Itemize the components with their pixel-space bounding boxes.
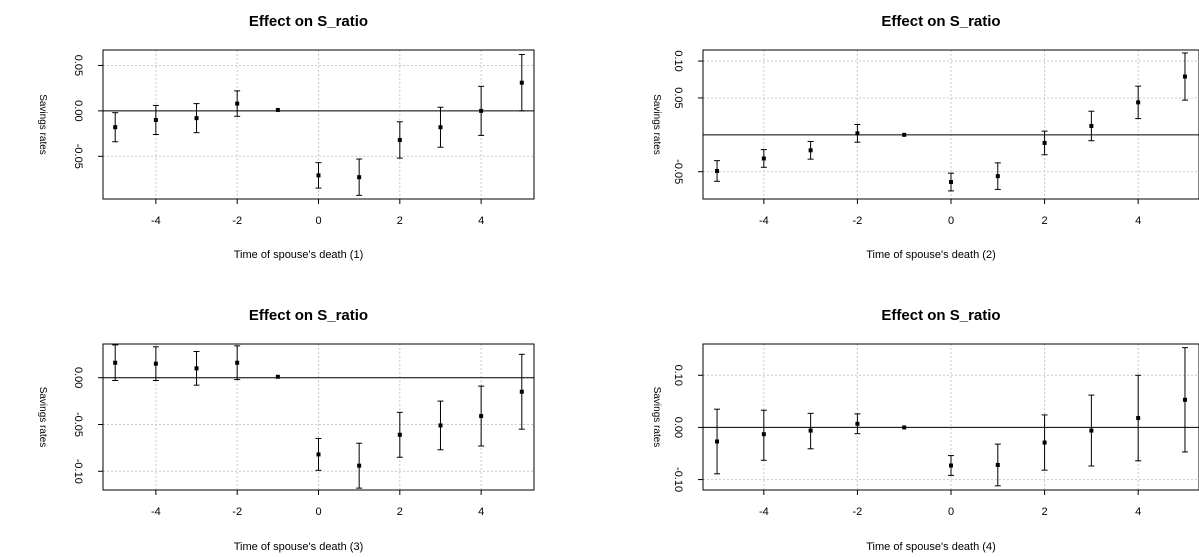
y-tick-label: -0.05: [72, 412, 84, 437]
y-tick-label: -0.05: [672, 159, 684, 184]
data-point: [316, 173, 321, 178]
x-axis-label: Time of spouse's death (2): [866, 249, 995, 261]
x-tick-label: 0: [315, 215, 321, 227]
data-point: [316, 452, 321, 457]
data-point: [275, 107, 280, 112]
x-tick-label: 4: [478, 215, 484, 227]
x-tick-label: -4: [151, 506, 161, 518]
chart-title: Effect on S_ratio: [881, 13, 1000, 30]
x-axis-label: Time of spouse's death (1): [234, 249, 363, 261]
data-point: [397, 432, 402, 437]
data-point: [479, 414, 484, 419]
data-point: [808, 148, 813, 153]
y-axis-label: Savings rates: [37, 94, 48, 155]
x-tick-label: -2: [232, 215, 242, 227]
data-point: [438, 125, 443, 130]
x-tick-label: 2: [1042, 506, 1048, 518]
data-point: [1136, 100, 1141, 105]
data-point: [902, 132, 907, 137]
y-axis-label: Savings rates: [651, 94, 662, 155]
x-tick-label: 0: [948, 506, 954, 518]
data-point: [1136, 416, 1141, 421]
y-axis-label: Savings rates: [37, 387, 48, 448]
chart-title: Effect on S_ratio: [249, 13, 368, 30]
x-tick-label: -4: [759, 215, 769, 227]
data-point: [235, 360, 240, 365]
y-tick-label: 0.00: [672, 417, 684, 438]
data-point: [194, 366, 199, 371]
data-point: [1042, 140, 1047, 145]
data-point: [761, 432, 766, 437]
x-tick-label: 2: [397, 506, 403, 518]
data-point: [1182, 74, 1187, 79]
x-tick-label: -2: [853, 215, 863, 227]
y-tick-label: 0.05: [72, 55, 84, 76]
y-tick-label: 0.00: [72, 100, 84, 121]
data-point: [995, 462, 1000, 467]
x-tick-label: -2: [232, 506, 242, 518]
data-point: [113, 125, 118, 130]
data-point: [1042, 440, 1047, 445]
data-point: [995, 174, 1000, 179]
data-point: [153, 361, 158, 366]
data-point: [761, 156, 766, 161]
data-point: [519, 80, 524, 85]
chart-panel-1: Effect on S_ratio -4 -2 0 2 4 -0.05 0.00 0.05 Tim…: [37, 13, 535, 261]
x-tick-label: -4: [151, 215, 161, 227]
y-tick-label: -0.10: [672, 467, 684, 492]
chart-panel-3: Effect on S_ratio -4 -2 0 2 4 -0.10 -0.05 0.00 Ti…: [37, 307, 535, 553]
data-point: [949, 463, 953, 468]
x-tick-label: 0: [315, 506, 321, 518]
data-point: [479, 108, 484, 113]
y-tick-label: -0.10: [72, 459, 84, 484]
data-point: [357, 175, 362, 180]
data-point: [1089, 123, 1094, 128]
y-tick-label: 0.10: [672, 365, 684, 386]
x-tick-label: -2: [853, 506, 863, 518]
data-point: [357, 463, 362, 468]
data-point: [194, 116, 199, 121]
y-tick-label: 0.00: [72, 367, 84, 388]
data-point: [397, 137, 402, 142]
x-tick-label: 4: [1135, 215, 1141, 227]
data-point: [949, 180, 953, 185]
chart-title: Effect on S_ratio: [249, 307, 368, 324]
y-tick-label: -0.05: [72, 144, 84, 169]
data-point: [808, 428, 813, 433]
data-point: [275, 374, 280, 379]
data-point: [855, 131, 860, 136]
x-axis-label: Time of spouse's death (4): [866, 541, 995, 553]
data-point: [1182, 397, 1187, 402]
chart-panel-4: Effect on S_ratio -4 -2 0 2 4 -0.10 0.00 0.10 Tim…: [651, 307, 1199, 553]
x-tick-label: 4: [1135, 506, 1141, 518]
data-point: [855, 421, 860, 426]
x-tick-label: 2: [397, 215, 403, 227]
data-point: [113, 360, 118, 365]
data-point: [902, 425, 907, 430]
y-tick-label: 0.05: [672, 87, 684, 108]
y-axis-label: Savings rates: [651, 387, 662, 448]
x-tick-label: 2: [1042, 215, 1048, 227]
data-point: [235, 101, 240, 106]
data-point: [715, 439, 720, 444]
x-axis-label: Time of spouse's death (3): [234, 541, 363, 553]
data-point: [715, 168, 720, 173]
x-tick-label: 0: [948, 215, 954, 227]
chart-panel-2: Effect on S_ratio -4 -2 0 2 4 -0.05 0.05 0.10 Tim…: [651, 13, 1199, 261]
data-point: [519, 389, 524, 394]
x-tick-label: 4: [478, 506, 484, 518]
data-point: [153, 117, 158, 122]
y-tick-label: 0.10: [672, 50, 684, 71]
data-point: [1089, 428, 1094, 433]
x-tick-label: -4: [759, 506, 769, 518]
chart-title: Effect on S_ratio: [881, 307, 1000, 324]
data-point: [438, 423, 443, 428]
